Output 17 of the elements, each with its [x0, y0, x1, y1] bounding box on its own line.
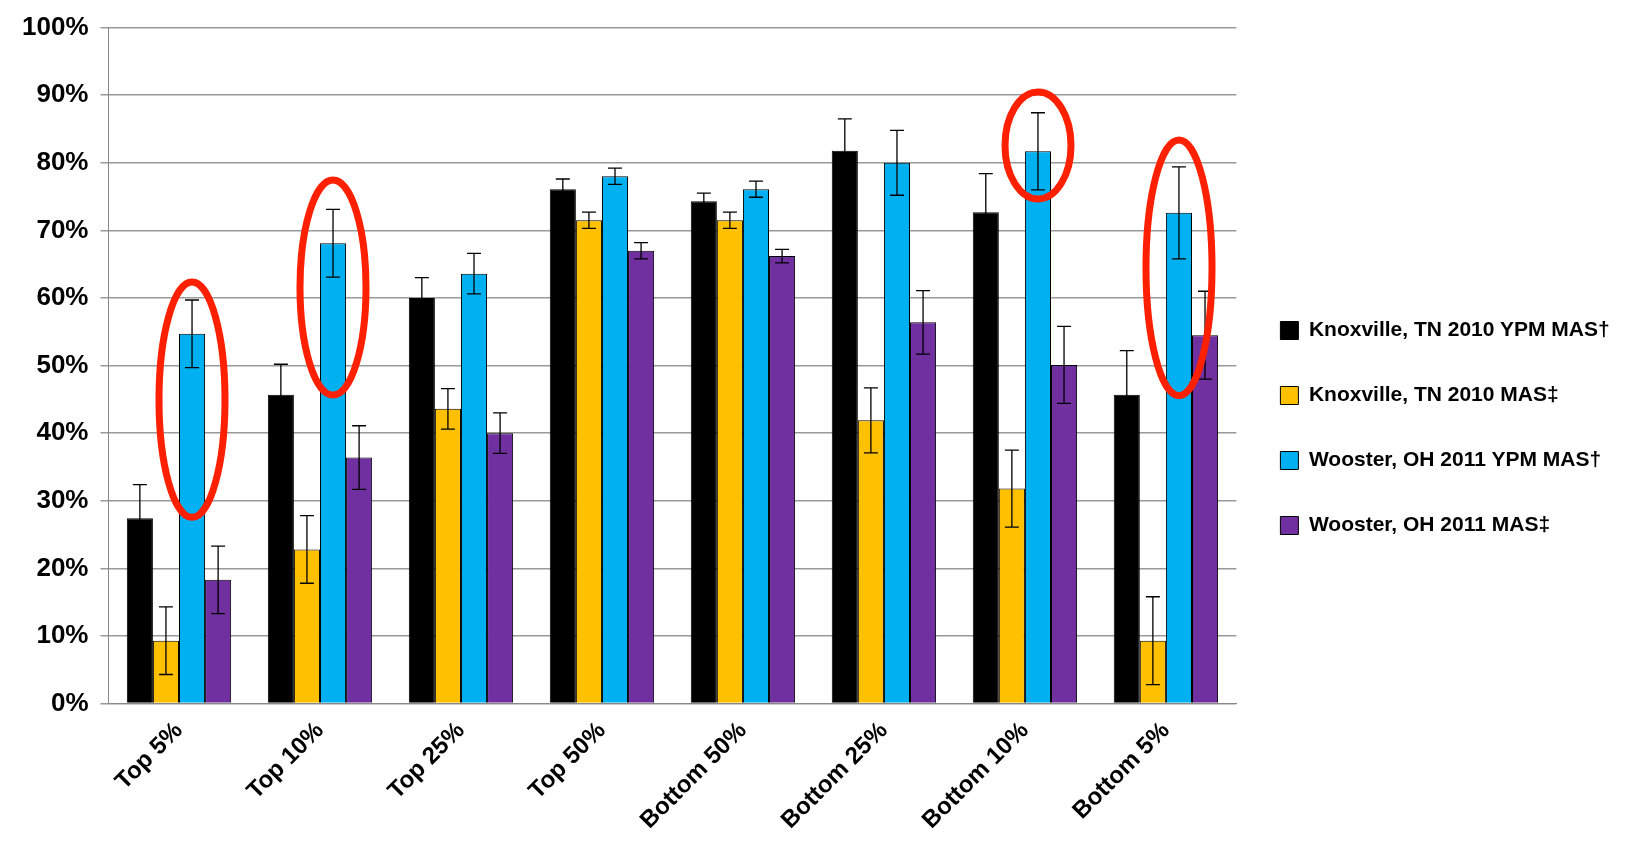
- y-tick-label: 30%: [36, 483, 89, 514]
- y-tick-label: 80%: [36, 145, 89, 176]
- x-tick-label: Top 5%: [109, 715, 188, 795]
- y-tick-label: 90%: [36, 78, 89, 109]
- y-tick-label: 60%: [36, 281, 89, 312]
- legend-label: Wooster, OH 2011 MAS‡: [1308, 512, 1551, 536]
- y-tick-label: 100%: [22, 10, 89, 41]
- y-tick-label: 70%: [36, 213, 89, 244]
- y-tick-label: 20%: [36, 551, 89, 582]
- legend-label: Knoxville, TN 2010 MAS‡: [1308, 382, 1559, 406]
- y-tick-label: 40%: [36, 416, 89, 447]
- y-tick-label: 50%: [36, 348, 89, 379]
- y-tick-label: 10%: [36, 619, 89, 650]
- legend-label: Knoxville, TN 2010 YPM MAS†: [1308, 317, 1610, 341]
- legend-label: Wooster, OH 2011 YPM MAS†: [1308, 447, 1602, 471]
- y-tick-label: 0%: [50, 686, 89, 717]
- x-tick-label: Top 50%: [522, 715, 611, 804]
